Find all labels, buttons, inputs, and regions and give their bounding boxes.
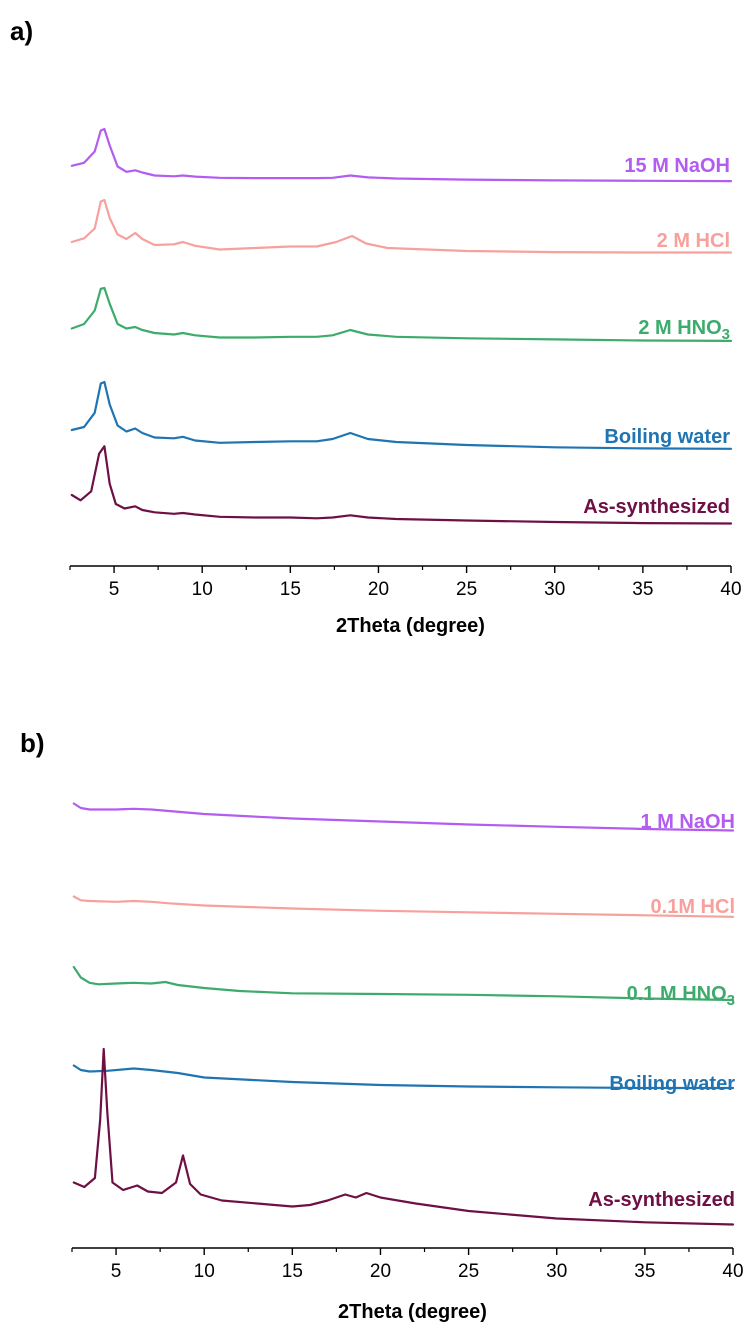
x-tick-label-35: 35	[632, 579, 653, 600]
x-tick-label-20: 20	[368, 579, 389, 600]
x-tick-label-10: 10	[194, 1261, 215, 1282]
panel-a: a) 15 M NaOH 2 M HCl 2 M HNO3 Boiling water A…	[10, 16, 742, 637]
x-tick-label-15: 15	[280, 579, 301, 600]
x-tick-label-5: 5	[111, 1261, 122, 1282]
series-label-main: 0.1 M HNO	[627, 983, 727, 1005]
x-tick-label-20: 20	[370, 1261, 391, 1282]
series-line-boiling-water	[72, 1064, 735, 1090]
x-axis-title: 2Theta (degree)	[338, 1301, 487, 1323]
x-tick-label-35: 35	[634, 1261, 655, 1282]
series-label-as-synthesized: As-synthesized	[583, 496, 730, 518]
series-line-1-m-naoh	[72, 802, 735, 832]
series-label-main: 1 M NaOH	[641, 811, 735, 833]
x-tick-label-40: 40	[722, 1261, 743, 1282]
series-line-0-1m-hcl	[72, 895, 735, 918]
series-label-main: 0.1M HCl	[651, 896, 735, 918]
x-tick-label-40: 40	[720, 579, 741, 600]
x-tick-label-30: 30	[546, 1261, 567, 1282]
series-line-boiling-water	[70, 380, 733, 450]
series-label-main: 2 M HCl	[657, 230, 730, 252]
x-tick-label-10: 10	[192, 579, 213, 600]
x-tick-label-30: 30	[544, 579, 565, 600]
series-label-2-m-hcl: 2 M HCl	[657, 230, 730, 252]
series-label-subscript: 3	[722, 326, 730, 343]
panel-label-b: b)	[20, 728, 45, 758]
x-axis-title: 2Theta (degree)	[336, 615, 485, 637]
x-tick-label-5: 5	[109, 579, 120, 600]
series-label-main: Boiling water	[604, 426, 730, 448]
series-label-as-synthesized: As-synthesized	[588, 1189, 735, 1211]
series-line-15-m-naoh	[70, 127, 733, 183]
series-line-as-synthesized	[70, 445, 733, 525]
panel-label-a: a)	[10, 16, 33, 46]
series-label-main: Boiling water	[609, 1073, 735, 1095]
series-label-1-m-naoh: 1 M NaOH	[641, 811, 735, 833]
series-line-0-1-m-hno3	[72, 965, 735, 1002]
series-label-main: As-synthesized	[588, 1189, 735, 1211]
x-tick-label-25: 25	[456, 579, 477, 600]
series-label-main: 15 M NaOH	[624, 155, 730, 177]
x-tick-label-15: 15	[282, 1261, 303, 1282]
series-label-boiling-water: Boiling water	[609, 1073, 735, 1095]
series-label-main: As-synthesized	[583, 496, 730, 518]
series-label-2-m-hno3: 2 M HNO3	[638, 317, 730, 343]
series-label-0-1m-hcl: 0.1M HCl	[651, 896, 735, 918]
series-line-2-m-hcl	[70, 198, 733, 254]
series-label-main: 2 M HNO	[638, 317, 721, 339]
panel-label-paren: )	[24, 16, 33, 46]
panel-b: b) 1 M NaOH 0.1M HCl 0.1 M HNO3 Boiling wate…	[20, 728, 744, 1323]
series-label-subscript: 3	[727, 992, 735, 1009]
series-line-as-synthesized	[72, 1047, 735, 1226]
panel-label-paren: )	[36, 728, 45, 758]
series-label-0-1-m-hno3: 0.1 M HNO3	[627, 983, 735, 1009]
x-tick-label-25: 25	[458, 1261, 479, 1282]
series-line-2-m-hno3	[70, 286, 733, 342]
series-label-15-m-naoh: 15 M NaOH	[624, 155, 730, 177]
series-label-boiling-water: Boiling water	[604, 426, 730, 448]
